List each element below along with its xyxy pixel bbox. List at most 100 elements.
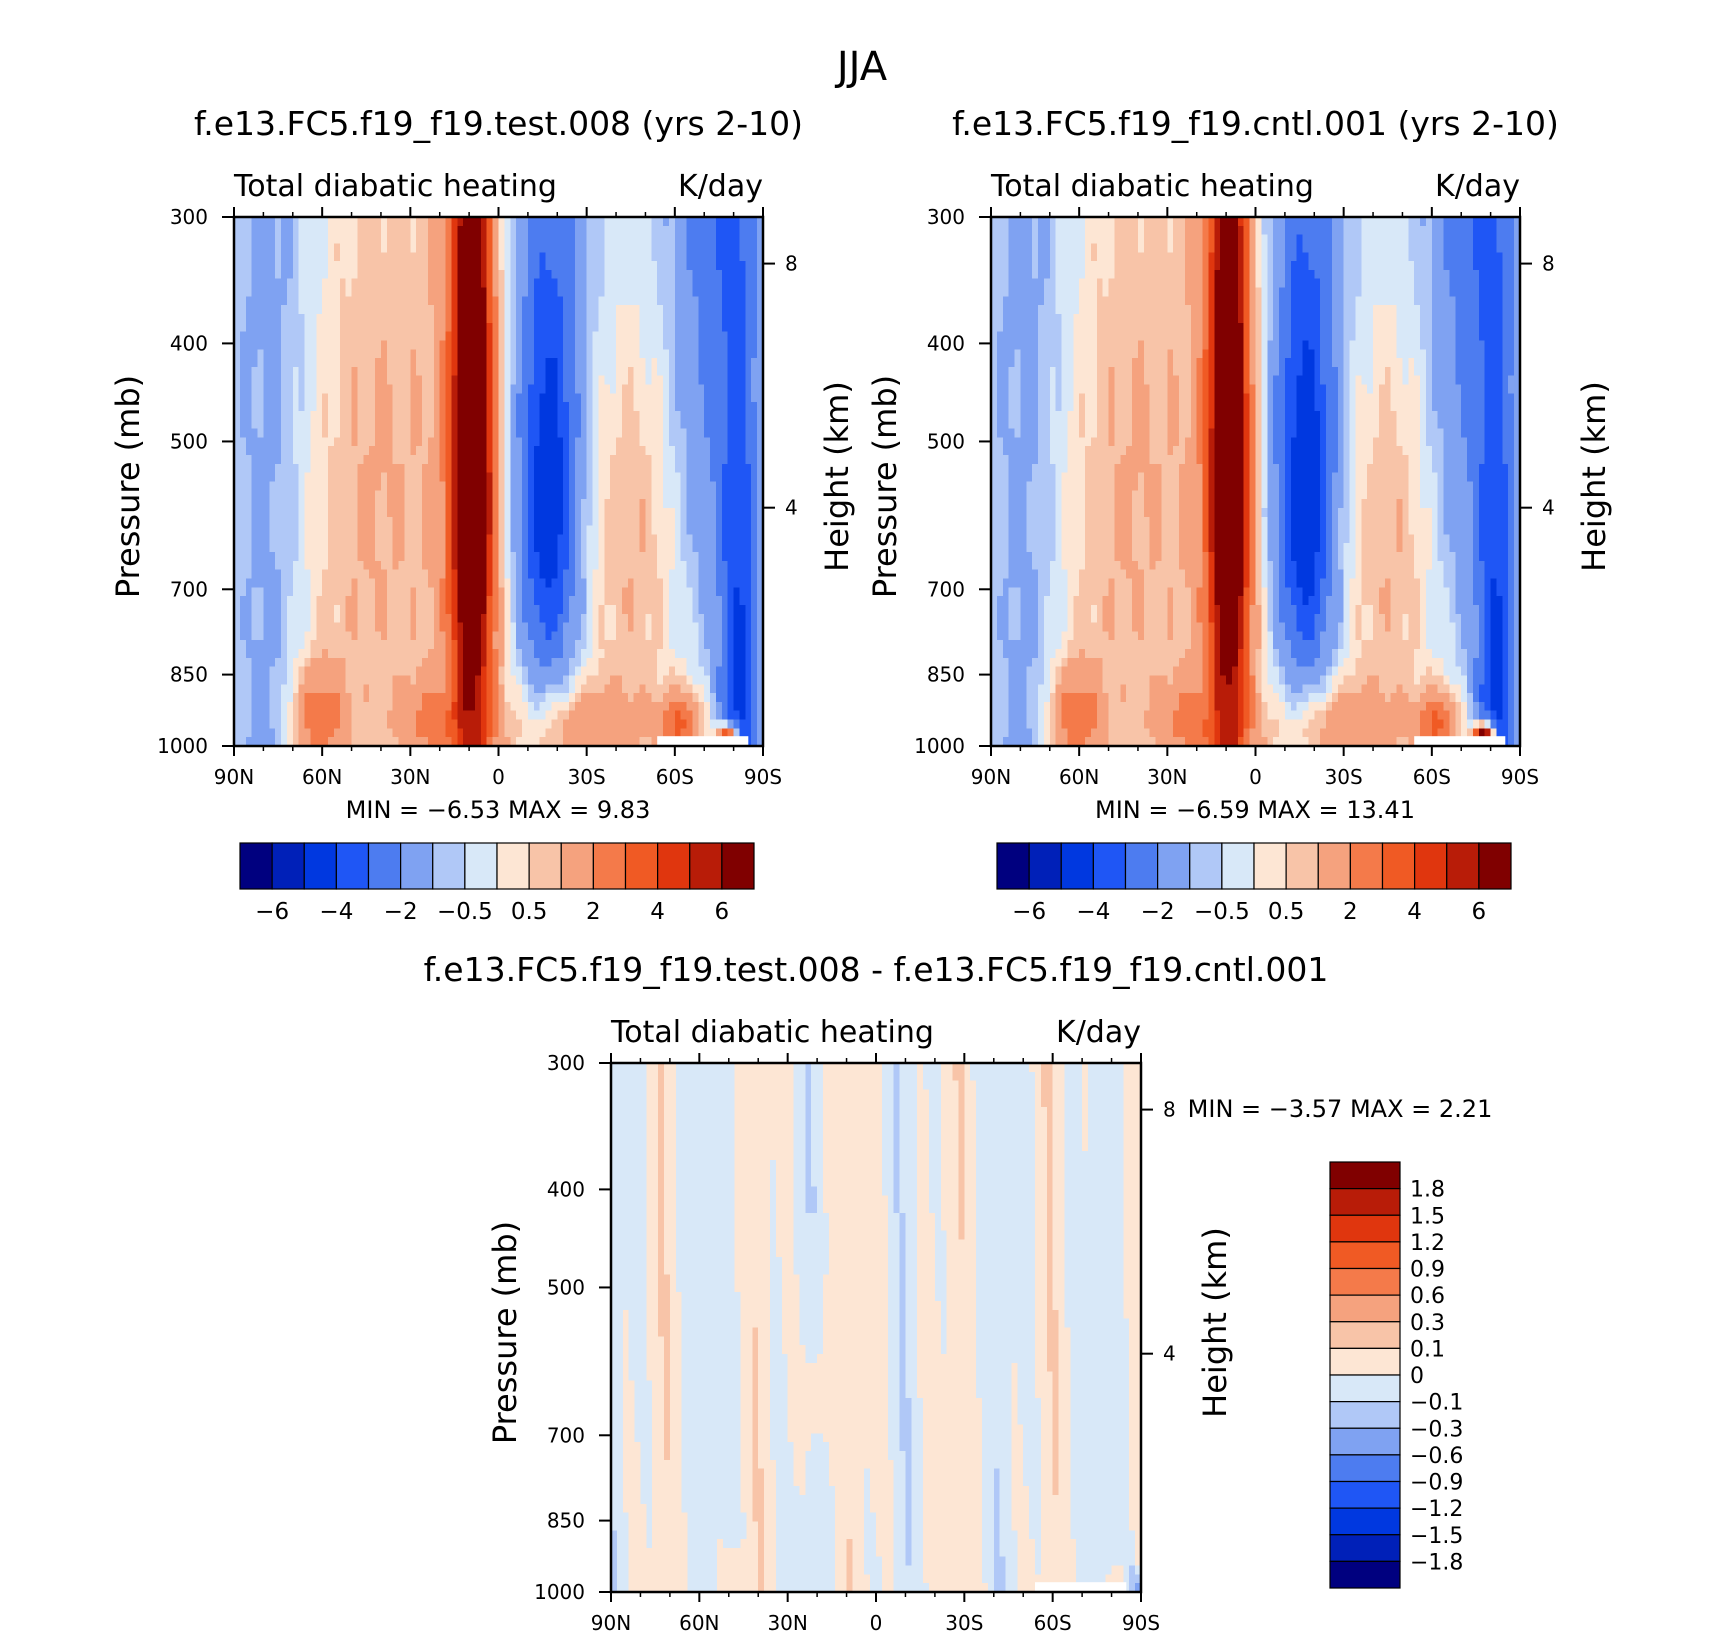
field-cell xyxy=(345,490,353,500)
field-cell xyxy=(375,261,382,271)
field-cell xyxy=(304,507,312,518)
field-cell xyxy=(439,640,447,650)
field-cell xyxy=(445,649,453,659)
field-cell xyxy=(627,393,635,403)
field-cell xyxy=(474,269,482,280)
field-cell xyxy=(674,560,682,571)
field-cell xyxy=(445,225,453,236)
field-cell xyxy=(745,507,752,518)
field-cell xyxy=(369,261,376,271)
field-cell xyxy=(316,604,323,615)
field-cell xyxy=(592,622,600,632)
field-cell xyxy=(286,490,294,500)
field-cell xyxy=(380,340,388,350)
field-cell xyxy=(586,604,594,615)
field-cell xyxy=(357,507,364,518)
field-cell xyxy=(480,578,488,588)
field-cell xyxy=(357,358,364,368)
field-cell xyxy=(663,243,670,253)
field-cell xyxy=(286,252,294,262)
field-cell xyxy=(680,261,688,271)
field-cell xyxy=(674,261,682,271)
field-cell xyxy=(557,596,564,606)
field-cell xyxy=(598,631,605,641)
field-cell xyxy=(363,366,370,377)
field-cell xyxy=(275,569,282,580)
field-cell xyxy=(275,649,282,659)
field-cell xyxy=(416,578,423,588)
field-cell xyxy=(292,701,300,712)
field-cell xyxy=(351,481,359,491)
field-cell xyxy=(557,358,564,368)
field-cell xyxy=(422,499,429,509)
field-cell xyxy=(433,410,441,421)
field-cell xyxy=(492,640,500,650)
field-cell xyxy=(357,569,364,580)
field-cell xyxy=(392,604,400,615)
field-cell xyxy=(386,331,394,342)
field-cell xyxy=(492,419,500,430)
field-cell xyxy=(239,375,247,386)
field-cell xyxy=(234,234,241,245)
field-cell xyxy=(692,269,699,280)
field-cell xyxy=(463,516,470,527)
field-cell xyxy=(451,366,458,377)
field-cell xyxy=(363,481,370,491)
field-cell xyxy=(286,578,294,588)
field-cell xyxy=(281,543,288,553)
field-cell xyxy=(298,657,306,668)
field-cell xyxy=(539,331,547,342)
field-cell xyxy=(663,525,670,535)
field-cell xyxy=(569,340,576,350)
field-cell xyxy=(451,613,458,624)
field-cell xyxy=(269,596,276,606)
field-cell xyxy=(422,701,429,712)
field-cell xyxy=(310,287,317,297)
field-cell xyxy=(439,622,447,632)
field-cell xyxy=(522,490,529,500)
field-cell xyxy=(480,507,488,518)
field-cell xyxy=(457,455,464,465)
field-cell xyxy=(251,278,259,289)
field-cell xyxy=(563,604,570,615)
field-cell xyxy=(727,428,735,439)
field-cell xyxy=(692,261,699,271)
field-cell xyxy=(375,693,382,703)
field-cell xyxy=(721,631,729,641)
field-cell xyxy=(257,455,264,465)
field-cell xyxy=(522,225,529,236)
field-cell xyxy=(504,340,511,350)
field-cell xyxy=(422,613,429,624)
field-cell xyxy=(539,649,547,659)
field-cell xyxy=(627,604,635,615)
field-cell xyxy=(357,410,364,421)
field-cell xyxy=(522,261,529,271)
field-cell xyxy=(715,278,723,289)
field-cell xyxy=(516,657,523,668)
field-cell xyxy=(486,287,494,297)
field-cell xyxy=(627,481,635,491)
field-cell xyxy=(610,402,617,412)
field-cell xyxy=(551,437,558,447)
field-cell xyxy=(410,649,417,659)
field-cell xyxy=(663,649,670,659)
field-cell xyxy=(557,261,564,271)
field-cell xyxy=(451,278,458,289)
field-cell xyxy=(598,278,605,289)
field-cell xyxy=(504,446,511,456)
field-cell xyxy=(527,525,535,535)
field-cell xyxy=(692,657,699,668)
field-cell xyxy=(322,684,329,694)
field-cell xyxy=(245,340,253,350)
field-cell xyxy=(569,499,576,509)
field-cell xyxy=(616,428,623,439)
field-cell xyxy=(498,428,505,439)
field-cell xyxy=(604,305,611,315)
field-cell xyxy=(569,596,576,606)
field-cell xyxy=(527,437,535,447)
field-cell xyxy=(604,684,611,694)
field-cell xyxy=(404,516,411,527)
field-cell xyxy=(445,622,453,632)
field-cell xyxy=(392,366,400,377)
field-cell xyxy=(410,640,417,650)
